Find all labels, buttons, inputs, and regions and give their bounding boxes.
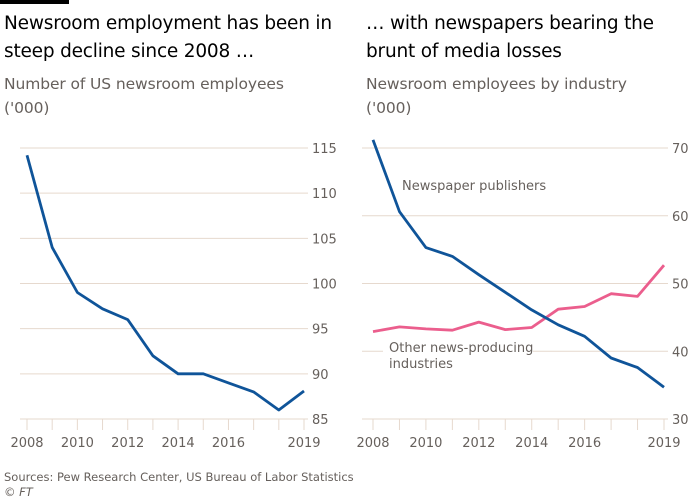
- copyright-symbol: ©: [4, 485, 16, 499]
- subtitle-left-unit: ('000): [4, 99, 50, 117]
- x-tick-label: 2010: [409, 436, 442, 451]
- series-annotation: industries: [389, 357, 453, 372]
- chart-title-left: Newsroom employment has been in steep de…: [4, 13, 332, 62]
- y-tick-label: 40: [672, 345, 689, 360]
- chart-subtitle-left: Number of US newsroom employees ('000): [4, 72, 334, 120]
- copyright-note: © FT: [4, 485, 33, 500]
- y-tick-label: 95: [312, 323, 329, 338]
- chart-left-newsroom-employment: 85 90 95 100 105 110 115 2008 2010 2012 2014 2016 20…: [10, 142, 336, 451]
- x-tick-label: 2016: [212, 436, 245, 451]
- series-line-us-newsroom-employees: [25, 154, 305, 412]
- chart-title-right: … with newspapers bearing the brunt of m…: [366, 13, 654, 62]
- x-tick-label: 2012: [462, 436, 495, 451]
- series-line-other-news-producing-industries: [372, 264, 666, 333]
- x-tick-label: 2012: [111, 436, 144, 451]
- x-tick-label: 2016: [568, 436, 601, 451]
- y-tick-label: 110: [312, 187, 337, 202]
- y-tick-label: 30: [672, 413, 689, 428]
- x-tick-label: 2010: [61, 436, 94, 451]
- x-tick-label: 2019: [287, 436, 320, 451]
- y-tick-label: 105: [312, 232, 337, 247]
- x-tick-label: 2008: [10, 436, 43, 451]
- subtitle-right-text: Newsroom employees by industry: [366, 75, 627, 93]
- copyright-owner: FT: [19, 485, 33, 499]
- x-tick-label: 2008: [356, 436, 389, 451]
- y-tick-label: 70: [672, 142, 689, 157]
- y-tick-label: 60: [672, 210, 689, 225]
- chart-subtitle-right: Newsroom employees by industry ('000): [366, 72, 696, 120]
- subtitle-right-unit: ('000): [366, 99, 412, 117]
- y-tick-label: 90: [312, 368, 329, 383]
- chart-right-employees-by-industry: 30 40 50 60 70 2008 2010 2012 2014 2016 2019 Newspa…: [356, 139, 689, 451]
- source-note: Sources: Pew Research Center, US Bureau …: [4, 470, 354, 484]
- x-tick-label: 2014: [515, 436, 548, 451]
- subtitle-left-text: Number of US newsroom employees: [4, 75, 284, 93]
- y-tick-label: 100: [312, 278, 337, 293]
- ft-brand-bar: [0, 0, 69, 4]
- y-tick-label: 115: [312, 142, 337, 157]
- series-annotation: Other news-producing: [389, 341, 533, 356]
- x-tick-label: 2014: [162, 436, 195, 451]
- series-annotation: Newspaper publishers: [402, 179, 546, 194]
- series-line-newspaper-publishers: [371, 139, 665, 389]
- annotation-background: [383, 339, 533, 373]
- y-tick-label: 85: [312, 413, 329, 428]
- x-tick-label: 2019: [647, 436, 680, 451]
- y-tick-label: 50: [672, 278, 689, 293]
